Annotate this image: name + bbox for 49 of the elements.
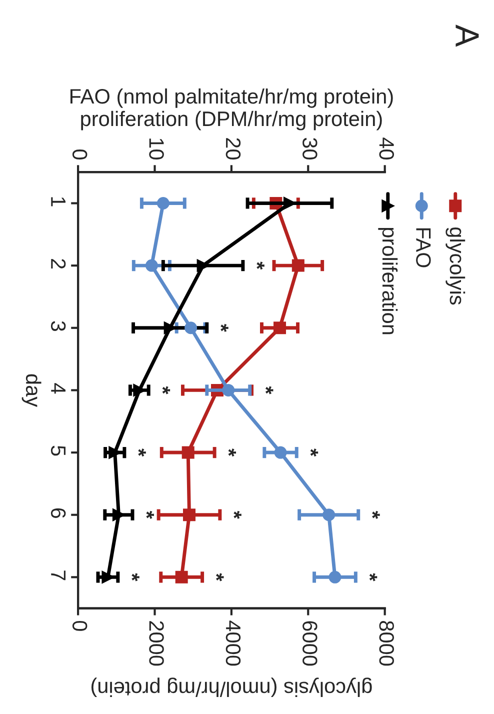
point [328, 570, 342, 584]
data-label: * [146, 510, 154, 519]
point [183, 508, 196, 522]
legend-label: FAO [416, 228, 431, 268]
x2-tick-label: 40 [379, 138, 394, 160]
data-label: * [162, 386, 170, 394]
data-label: * [265, 386, 274, 394]
x-tick-label: 8000 [379, 621, 394, 666]
legend-label: proliferation [378, 228, 398, 334]
data-label: * [220, 324, 228, 332]
legend-label: glycolyis [446, 227, 466, 305]
x2-tick-label: 0 [72, 149, 88, 160]
point [175, 570, 188, 584]
x-tick-label: 2000 [149, 621, 164, 666]
y-tick-label: 2 [51, 259, 66, 269]
x-tick-label: 6000 [302, 621, 318, 666]
text: A [456, 24, 479, 47]
y-tick-label: 3 [50, 321, 66, 331]
data-label: * [138, 448, 146, 457]
y-tick-label: 5 [50, 446, 66, 456]
point [156, 196, 170, 210]
x2-axis-title: FAO (nmol palmitate/hr/mg protein) proliferation (DPM/hr/mg protein) [70, 88, 393, 130]
x-tick-label: 0 [72, 620, 88, 631]
point [292, 259, 304, 272]
x2-tick-label: 30 [302, 138, 318, 160]
x-axis-title: glycolysis (nmol/hr/mg protein) [91, 678, 372, 698]
x2-tick-label: 20 [226, 138, 241, 160]
data-label: * [216, 573, 224, 582]
y-tick-label: 7 [51, 570, 66, 580]
point [322, 508, 336, 522]
x-tick-label: 4000 [226, 620, 241, 666]
data-label: * [372, 510, 380, 519]
point [182, 446, 194, 459]
data-label: * [369, 573, 378, 582]
point [222, 384, 235, 396]
y-tick-label: 4 [51, 383, 66, 394]
y-tick-label: 6 [50, 508, 66, 518]
y-axis-title: day [22, 374, 42, 407]
x2-tick-label: 10 [149, 138, 164, 160]
data-label: * [310, 448, 318, 457]
data-label: * [256, 262, 264, 270]
data-label: * [234, 510, 242, 519]
data-label: * [228, 448, 236, 457]
y-tick-label: 1 [51, 197, 66, 206]
point [145, 259, 158, 272]
data-label: * [132, 573, 140, 582]
point [274, 446, 287, 459]
point [184, 322, 198, 334]
point [274, 322, 286, 334]
